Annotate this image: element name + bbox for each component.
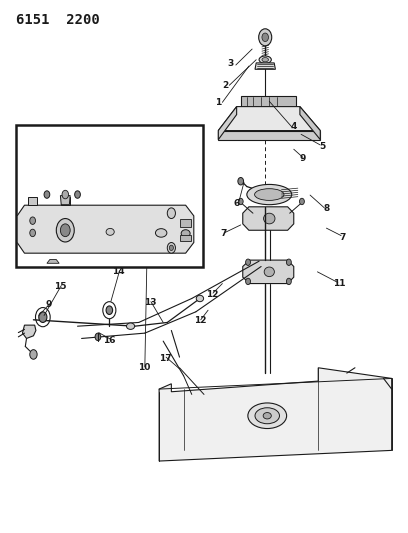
Polygon shape bbox=[159, 368, 392, 461]
Polygon shape bbox=[22, 325, 36, 338]
Circle shape bbox=[30, 350, 37, 359]
Ellipse shape bbox=[255, 408, 279, 424]
Text: 17: 17 bbox=[159, 354, 171, 362]
Text: 9: 9 bbox=[46, 301, 52, 309]
Circle shape bbox=[262, 33, 268, 42]
Circle shape bbox=[95, 333, 101, 341]
Text: 10: 10 bbox=[138, 364, 150, 372]
Circle shape bbox=[246, 278, 251, 285]
Ellipse shape bbox=[264, 267, 275, 277]
Circle shape bbox=[75, 191, 80, 198]
Text: 4: 4 bbox=[290, 123, 297, 131]
Circle shape bbox=[106, 306, 113, 314]
Circle shape bbox=[238, 177, 244, 185]
Polygon shape bbox=[28, 197, 37, 205]
Circle shape bbox=[30, 217, 35, 224]
Polygon shape bbox=[218, 107, 237, 140]
Polygon shape bbox=[241, 96, 296, 107]
Circle shape bbox=[169, 245, 173, 251]
Ellipse shape bbox=[263, 413, 271, 419]
Text: 9: 9 bbox=[299, 155, 306, 163]
Circle shape bbox=[246, 259, 251, 265]
Ellipse shape bbox=[248, 403, 286, 429]
Circle shape bbox=[238, 198, 243, 205]
Ellipse shape bbox=[264, 213, 275, 224]
Polygon shape bbox=[300, 107, 320, 140]
Text: 14: 14 bbox=[112, 268, 124, 276]
Circle shape bbox=[30, 229, 35, 237]
Ellipse shape bbox=[259, 56, 271, 63]
Circle shape bbox=[44, 191, 50, 198]
Ellipse shape bbox=[126, 323, 135, 329]
Polygon shape bbox=[243, 207, 294, 230]
Circle shape bbox=[167, 243, 175, 253]
Text: 3: 3 bbox=[227, 60, 234, 68]
Text: 13: 13 bbox=[144, 298, 156, 307]
Ellipse shape bbox=[247, 184, 292, 205]
Polygon shape bbox=[60, 196, 70, 205]
Circle shape bbox=[56, 219, 74, 242]
Ellipse shape bbox=[106, 229, 114, 236]
Ellipse shape bbox=[255, 189, 284, 200]
Text: 12: 12 bbox=[194, 317, 206, 325]
Text: 2: 2 bbox=[222, 81, 229, 90]
Circle shape bbox=[299, 198, 304, 205]
Circle shape bbox=[39, 312, 47, 322]
Polygon shape bbox=[255, 63, 275, 69]
Circle shape bbox=[286, 278, 291, 285]
Polygon shape bbox=[47, 260, 59, 263]
Ellipse shape bbox=[181, 230, 190, 237]
Text: 11: 11 bbox=[333, 279, 346, 288]
Ellipse shape bbox=[155, 229, 167, 237]
Text: 12: 12 bbox=[206, 290, 218, 298]
Ellipse shape bbox=[196, 295, 204, 302]
Text: 6151  2200: 6151 2200 bbox=[16, 13, 100, 27]
Text: 8: 8 bbox=[323, 205, 330, 213]
Text: 7: 7 bbox=[220, 229, 227, 238]
Polygon shape bbox=[180, 235, 191, 241]
Text: 5: 5 bbox=[319, 142, 326, 150]
Circle shape bbox=[60, 224, 70, 237]
Text: 1: 1 bbox=[215, 98, 222, 107]
Circle shape bbox=[286, 259, 291, 265]
Polygon shape bbox=[243, 260, 294, 284]
Polygon shape bbox=[61, 197, 70, 205]
Circle shape bbox=[62, 190, 69, 199]
Polygon shape bbox=[17, 205, 194, 253]
Circle shape bbox=[167, 208, 175, 219]
Polygon shape bbox=[218, 107, 320, 131]
Circle shape bbox=[259, 29, 272, 46]
Text: 6: 6 bbox=[233, 199, 240, 208]
Text: 15: 15 bbox=[54, 282, 67, 291]
Bar bbox=[16, 125, 203, 266]
Polygon shape bbox=[180, 219, 191, 227]
Text: 7: 7 bbox=[339, 233, 346, 241]
Polygon shape bbox=[218, 131, 320, 140]
Ellipse shape bbox=[262, 58, 268, 62]
Text: 16: 16 bbox=[103, 336, 115, 344]
